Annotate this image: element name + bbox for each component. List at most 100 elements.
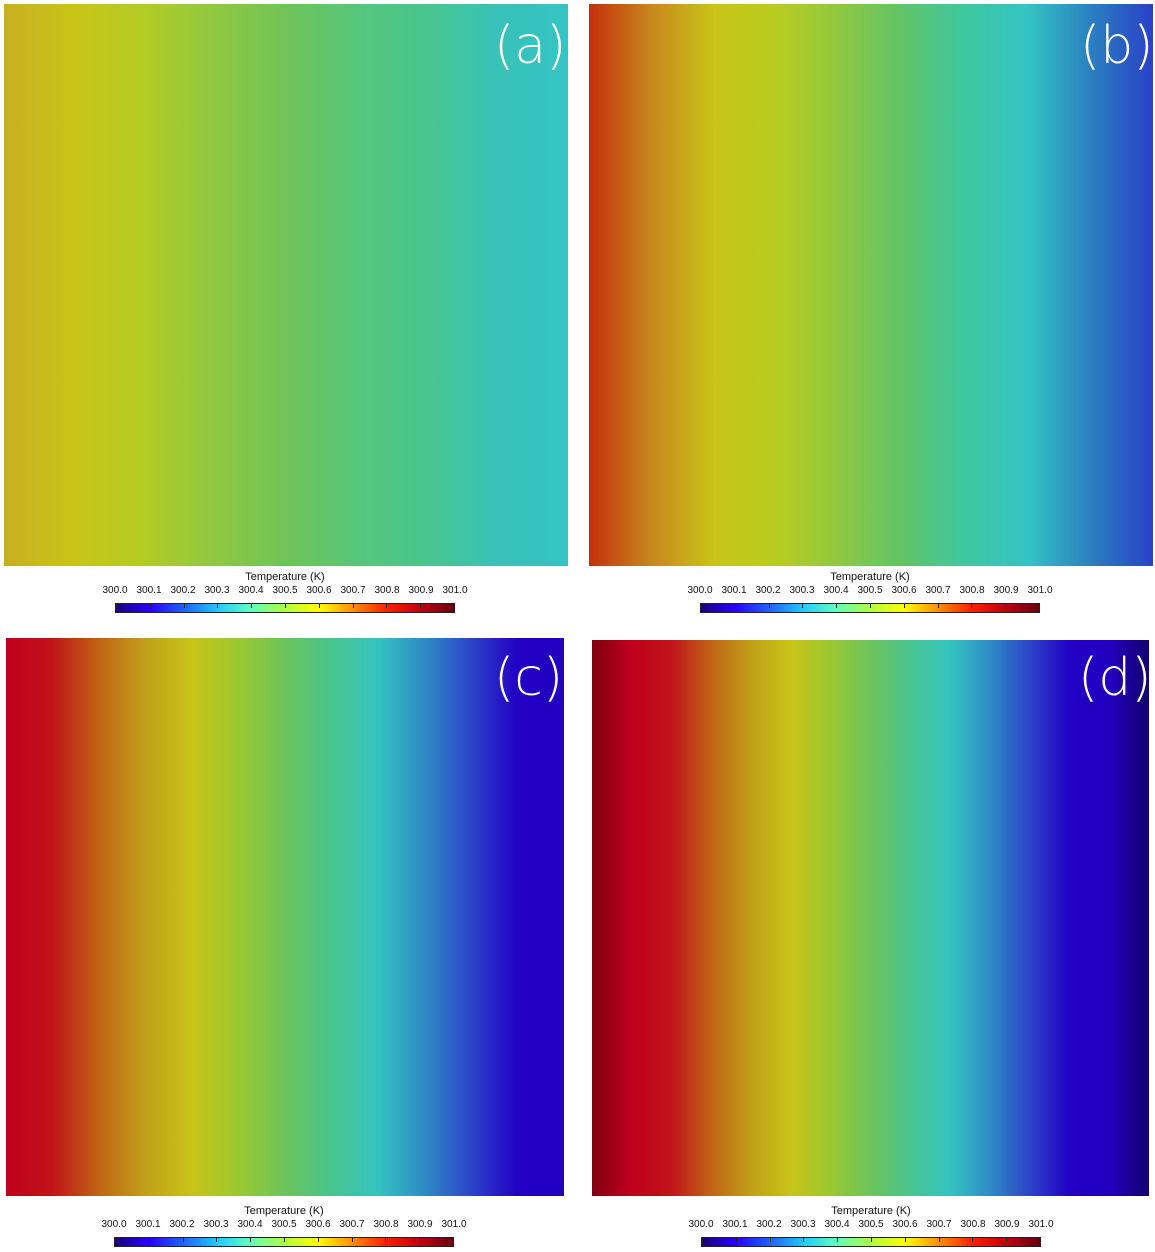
colorbar-tick-label: 300.8 (373, 1219, 399, 1230)
colorbar-tick-label: 301.0 (441, 1219, 467, 1230)
colorbar-a-ticks: 300.0 300.1 300.2 300.3 300.4 300.5 300.6 300.7… (102, 585, 475, 599)
colorbar-tick-label: 300.0 (687, 585, 713, 596)
colorbar-tick-mark (802, 603, 804, 608)
colorbar-tick-mark (318, 603, 320, 608)
colorbar-tick-mark (420, 603, 422, 608)
colorbar-tick-mark (251, 603, 253, 608)
colorbar-tick-label: 300.6 (305, 1219, 331, 1230)
colorbar-tick-label: 301.0 (1028, 1219, 1054, 1230)
colorbar-tick-label: 300.8 (960, 1219, 986, 1230)
colorbar-tick-mark (386, 603, 388, 608)
colorbar-b-bar (700, 603, 1040, 613)
panel-c-heatmap (6, 638, 564, 1196)
colorbar-tick-label: 300.5 (271, 1219, 297, 1230)
panel-b-heatmap (589, 4, 1153, 566)
colorbar-tick-label: 300.9 (408, 585, 434, 596)
colorbar-c-ticks: 300.0 300.1 300.2 300.3 300.4 300.5 300.6 300.7… (101, 1219, 474, 1233)
colorbar-tick-mark (419, 1237, 421, 1242)
colorbar-c-title: Temperature (K) (244, 1205, 324, 1217)
colorbar-tick-mark (351, 1237, 353, 1242)
colorbar-tick-mark (216, 1237, 218, 1242)
colorbar-tick-mark (285, 603, 286, 608)
colorbar-tick-mark (1005, 603, 1007, 608)
colorbar-tick-label: 300.6 (891, 585, 917, 596)
colorbar-tick-mark (148, 1237, 150, 1242)
colorbar-tick-label: 300.6 (306, 585, 332, 596)
colorbar-tick-label: 301.0 (1027, 585, 1053, 596)
colorbar-c-bar (114, 1237, 454, 1247)
colorbar-tick-label: 300.1 (722, 1219, 748, 1230)
colorbar-b-ticks: 300.0 300.1 300.2 300.3 300.4 300.5 300.6 300.7… (687, 585, 1060, 599)
panel-a-heatmap (4, 4, 568, 566)
colorbar-tick-mark (284, 1237, 285, 1242)
colorbar-d-title: Temperature (K) (831, 1205, 911, 1217)
colorbar-tick-label: 300.4 (237, 1219, 263, 1230)
colorbar-tick-label: 300.1 (136, 585, 162, 596)
colorbar-tick-label: 300.5 (272, 585, 298, 596)
colorbar-tick-mark (768, 603, 770, 608)
colorbar-tick-label: 300.2 (755, 585, 781, 596)
colorbar-tick-mark (769, 1237, 771, 1242)
colorbar-tick-mark (871, 1237, 872, 1242)
colorbar-tick-mark (803, 1237, 805, 1242)
colorbar-tick-mark (870, 603, 871, 608)
colorbar-tick-mark (938, 1237, 940, 1242)
colorbar-tick-mark (1039, 603, 1040, 608)
colorbar-tick-mark (217, 603, 219, 608)
colorbar-tick-label: 300.7 (339, 1219, 365, 1230)
colorbar-tick-mark (182, 1237, 184, 1242)
colorbar-tick-mark (453, 1237, 454, 1242)
colorbar-tick-mark (836, 603, 838, 608)
colorbar-tick-label: 300.8 (959, 585, 985, 596)
colorbar-tick-mark (454, 603, 455, 608)
colorbar-tick-mark (971, 603, 973, 608)
colorbar-tick-mark (701, 603, 702, 608)
panel-b-label: (b) (1080, 16, 1154, 76)
colorbar-tick-label: 300.0 (101, 1219, 127, 1230)
colorbar-tick-mark (903, 603, 905, 608)
colorbar-tick-mark (937, 603, 939, 608)
colorbar-tick-mark (702, 1237, 703, 1242)
colorbar-tick-label: 300.4 (238, 585, 264, 596)
colorbar-b-title: Temperature (K) (830, 571, 910, 583)
panel-d-label: (d) (1078, 648, 1152, 708)
colorbar-tick-mark (317, 1237, 319, 1242)
colorbar-tick-mark (904, 1237, 906, 1242)
colorbar-tick-label: 300.3 (203, 1219, 229, 1230)
colorbar-tick-label: 300.9 (994, 1219, 1020, 1230)
colorbar-tick-label: 301.0 (442, 585, 468, 596)
colorbar-a-title: Temperature (K) (245, 571, 325, 583)
panel-d-heatmap (592, 640, 1149, 1196)
colorbar-tick-label: 300.4 (824, 1219, 850, 1230)
colorbar-tick-label: 300.1 (721, 585, 747, 596)
colorbar-tick-mark (1006, 1237, 1008, 1242)
colorbar-tick-label: 300.3 (790, 1219, 816, 1230)
colorbar-tick-label: 300.5 (858, 1219, 884, 1230)
colorbar-tick-mark (734, 603, 736, 608)
colorbar-tick-mark (149, 603, 151, 608)
panel-a-label: (a) (494, 16, 567, 76)
colorbar-a-bar (115, 603, 455, 613)
colorbar-tick-mark (735, 1237, 737, 1242)
colorbar-tick-label: 300.9 (407, 1219, 433, 1230)
colorbar-d-bar (701, 1237, 1041, 1247)
colorbar-tick-mark (837, 1237, 839, 1242)
colorbar-tick-label: 300.7 (340, 585, 366, 596)
colorbar-tick-label: 300.3 (204, 585, 230, 596)
colorbar-tick-label: 300.3 (789, 585, 815, 596)
colorbar-tick-label: 300.6 (892, 1219, 918, 1230)
colorbar-tick-label: 300.8 (374, 585, 400, 596)
colorbar-tick-mark (1040, 1237, 1041, 1242)
colorbar-tick-label: 300.0 (688, 1219, 714, 1230)
colorbar-tick-label: 300.2 (756, 1219, 782, 1230)
panel-c-label: (c) (494, 648, 564, 708)
colorbar-tick-label: 300.2 (169, 1219, 195, 1230)
colorbar-d-ticks: 300.0 300.1 300.2 300.3 300.4 300.5 300.6 300.7… (688, 1219, 1061, 1233)
colorbar-tick-mark (972, 1237, 974, 1242)
colorbar-tick-label: 300.1 (135, 1219, 161, 1230)
colorbar-tick-label: 300.7 (925, 585, 951, 596)
colorbar-tick-mark (385, 1237, 387, 1242)
colorbar-tick-label: 300.5 (857, 585, 883, 596)
colorbar-tick-label: 300.0 (102, 585, 128, 596)
colorbar-tick-mark (352, 603, 354, 608)
